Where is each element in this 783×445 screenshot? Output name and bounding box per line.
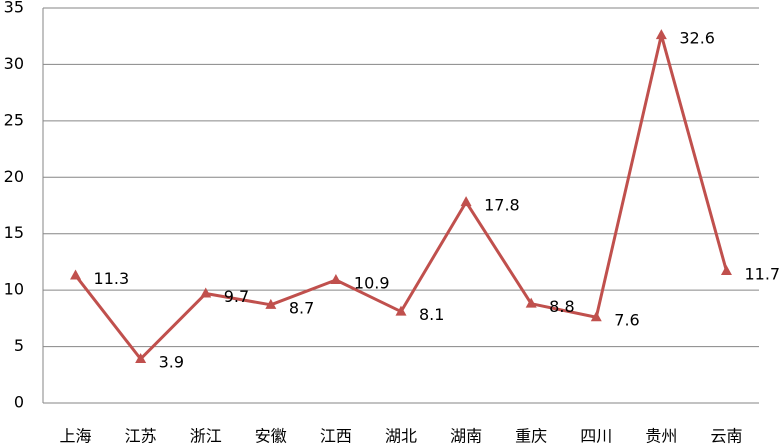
marker	[200, 287, 212, 298]
data-label: 11.7	[744, 264, 780, 283]
marker	[330, 273, 342, 284]
x-tick-label: 江西	[320, 427, 352, 445]
y-tick-label: 5	[14, 336, 24, 355]
marker	[70, 269, 82, 280]
x-tick-label: 云南	[710, 427, 742, 445]
x-tick-label: 四川	[580, 427, 612, 445]
y-tick-label: 15	[4, 223, 24, 242]
x-tick-label: 湖南	[450, 427, 482, 445]
x-tick-label: 浙江	[190, 427, 222, 445]
data-label: 7.6	[614, 311, 639, 330]
data-label: 9.7	[224, 287, 249, 306]
y-tick-label: 20	[4, 167, 24, 186]
data-label: 8.8	[549, 297, 574, 316]
data-label: 11.3	[94, 269, 130, 288]
marker	[720, 264, 732, 275]
y-tick-label: 30	[4, 54, 24, 73]
x-tick-label: 上海	[60, 427, 92, 445]
x-tick-label: 湖北	[385, 427, 417, 445]
x-tick-label: 重庆	[515, 427, 547, 445]
data-label: 3.9	[159, 352, 184, 371]
marker	[395, 305, 407, 316]
y-tick-label: 0	[14, 393, 24, 412]
marker	[265, 298, 277, 309]
data-label: 8.7	[289, 298, 314, 317]
y-tick-label: 10	[4, 280, 24, 299]
marker	[525, 297, 537, 308]
data-label: 10.9	[354, 273, 390, 292]
marker	[460, 196, 472, 207]
data-label: 8.1	[419, 305, 444, 324]
x-tick-label: 安徽	[255, 427, 287, 445]
marker	[655, 29, 667, 40]
marker	[590, 311, 602, 322]
x-tick-label: 贵州	[645, 427, 677, 445]
x-tick-label: 江苏	[125, 427, 157, 445]
data-label: 17.8	[484, 196, 520, 215]
marker	[135, 352, 147, 363]
y-tick-label: 35	[4, 0, 24, 17]
data-label: 32.6	[679, 29, 715, 48]
y-tick-label: 25	[4, 110, 24, 129]
